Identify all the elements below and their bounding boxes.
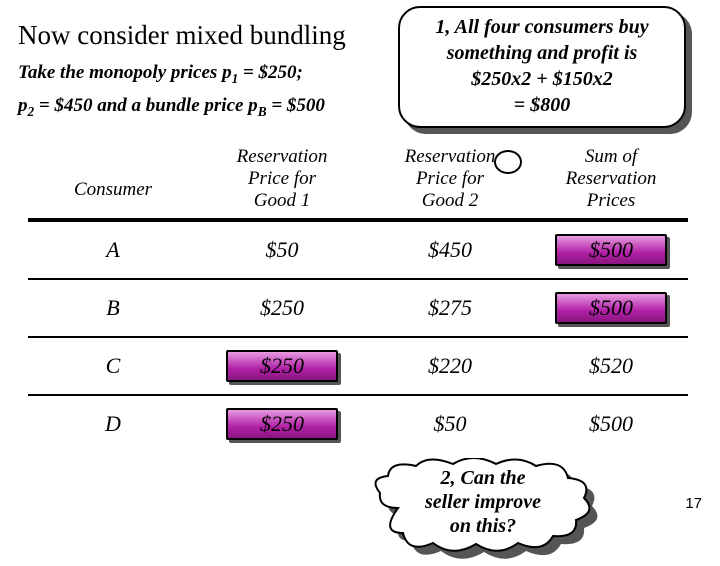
- subline-2-pbsub: B: [258, 104, 267, 119]
- highlight-box: $500: [555, 234, 667, 266]
- cell-consumer: D: [28, 411, 198, 437]
- callout-1-line4: = $800: [410, 92, 674, 118]
- h-g1-b: Price for: [248, 168, 316, 189]
- header-consumer-text: Consumer: [74, 179, 152, 200]
- h-g1-a: Reservation: [237, 146, 328, 167]
- cell-good2: $450: [366, 237, 534, 263]
- cell-good1: $250: [198, 350, 366, 382]
- cloud-l3: on this?: [368, 514, 598, 538]
- highlight-text: $500: [589, 295, 633, 321]
- cell-consumer: B: [28, 295, 198, 321]
- cell-good2: $220: [366, 353, 534, 379]
- highlight-text: $250: [260, 411, 304, 437]
- subline-2-p: p: [18, 95, 28, 116]
- table-row: C $250 $220$520: [28, 338, 688, 394]
- cell-consumer: A: [28, 237, 198, 263]
- cell-consumer: C: [28, 353, 198, 379]
- table-row: B$250$275 $500: [28, 280, 688, 336]
- highlight-box: $500: [555, 292, 667, 324]
- cell-good1: $250: [198, 408, 366, 440]
- callout-1: 1, All four consumers buy something and …: [398, 6, 686, 128]
- data-table: Consumer Reservation Price for Good 1 Re…: [28, 142, 688, 452]
- highlight-text: $250: [260, 353, 304, 379]
- h-g2-a: Reservation: [405, 146, 496, 167]
- h-s-b: Reservation: [566, 168, 657, 189]
- cell-sum: $500: [534, 411, 688, 437]
- subline-1-post: = $250;: [238, 62, 303, 83]
- annotation-circle-icon: [494, 150, 522, 174]
- subline-2-post: = $500: [267, 95, 325, 116]
- table-row: D $250 $50$500: [28, 396, 688, 452]
- slide-title: Now consider mixed bundling: [18, 20, 346, 51]
- header-consumer: Consumer: [28, 153, 198, 205]
- table-row: A$50$450 $500: [28, 222, 688, 278]
- highlight-box: $250: [226, 408, 338, 440]
- h-s-a: Sum of: [585, 146, 637, 167]
- header-good1: Reservation Price for Good 1: [198, 142, 366, 216]
- cell-sum: $520: [534, 353, 688, 379]
- cell-sum: $500: [534, 292, 688, 324]
- cell-good2: $50: [366, 411, 534, 437]
- callout-1-line2: something and profit is: [410, 40, 674, 66]
- cloud-l2: seller improve: [368, 490, 598, 514]
- cell-good2: $275: [366, 295, 534, 321]
- callout-2: 2, Can the seller improve on this?: [368, 458, 598, 548]
- cell-good1: $50: [198, 237, 366, 263]
- highlight-text: $500: [589, 237, 633, 263]
- subline-1: Take the monopoly prices p1 = $250;: [18, 62, 303, 87]
- callout-1-line1: 1, All four consumers buy: [410, 14, 674, 40]
- h-g2-b: Price for: [416, 168, 484, 189]
- callout-2-text: 2, Can the seller improve on this?: [368, 466, 598, 538]
- h-g1-c: Good 1: [254, 190, 310, 211]
- table-header: Consumer Reservation Price for Good 1 Re…: [28, 142, 688, 216]
- header-sum: Sum of Reservation Prices: [534, 142, 688, 216]
- cell-good1: $250: [198, 295, 366, 321]
- h-g2-c: Good 2: [422, 190, 478, 211]
- callout-1-line3: $250x2 + $150x2: [410, 66, 674, 92]
- h-s-c: Prices: [587, 190, 636, 211]
- page-number: 17: [685, 495, 702, 512]
- subline-1-pre: Take the monopoly prices p: [18, 62, 232, 83]
- highlight-box: $250: [226, 350, 338, 382]
- cell-sum: $500: [534, 234, 688, 266]
- cloud-l1: 2, Can the: [368, 466, 598, 490]
- subline-2-mid: = $450 and a bundle price p: [34, 95, 258, 116]
- subline-2: p2 = $450 and a bundle price pB = $500: [18, 95, 325, 120]
